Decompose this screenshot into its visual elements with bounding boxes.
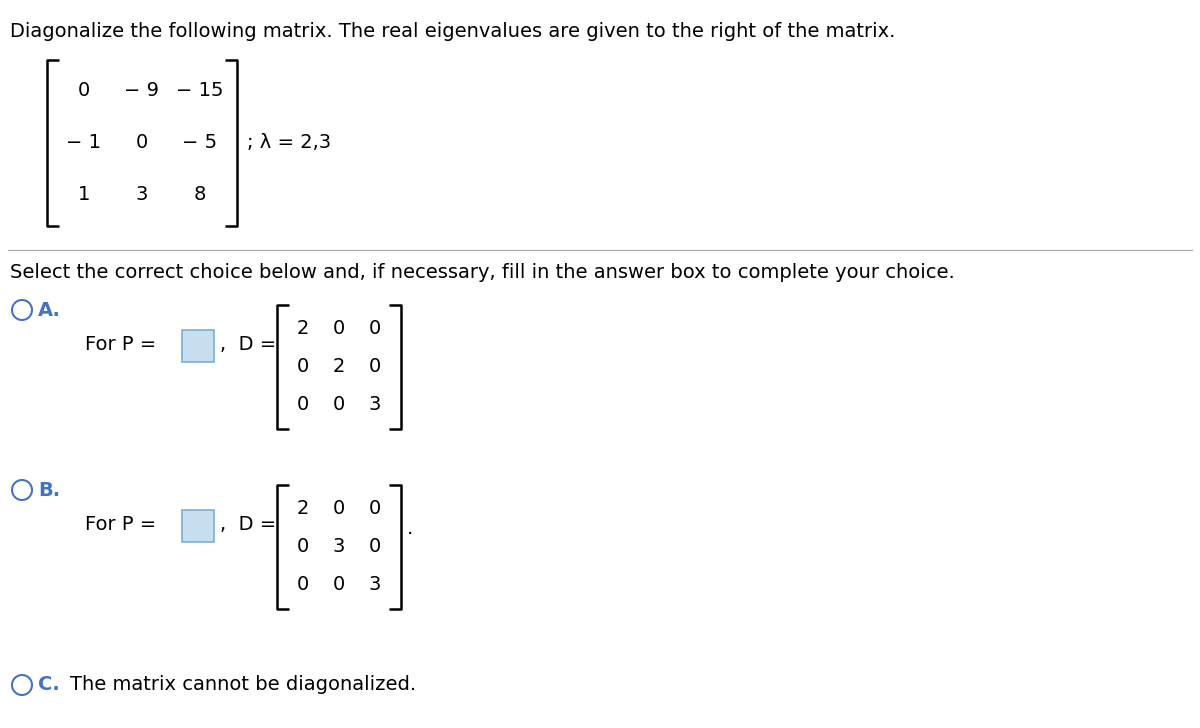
Text: 1: 1 xyxy=(78,186,90,205)
Text: 0: 0 xyxy=(136,133,148,152)
Text: ; λ = 2,3: ; λ = 2,3 xyxy=(247,133,331,152)
Text: 0: 0 xyxy=(296,537,310,556)
Text: 2: 2 xyxy=(332,357,346,376)
Text: 0: 0 xyxy=(368,320,382,339)
Text: 3: 3 xyxy=(368,576,382,595)
Text: 0: 0 xyxy=(332,320,346,339)
Text: 3: 3 xyxy=(332,537,346,556)
Text: 3: 3 xyxy=(368,395,382,414)
Text: 0: 0 xyxy=(332,499,346,518)
Text: − 1: − 1 xyxy=(66,133,102,152)
Text: 0: 0 xyxy=(296,395,310,414)
Text: 2: 2 xyxy=(296,499,310,518)
Text: For P =: For P = xyxy=(85,515,156,534)
Text: 0: 0 xyxy=(368,499,382,518)
Text: B.: B. xyxy=(38,480,60,499)
Text: − 9: − 9 xyxy=(125,82,160,100)
FancyBboxPatch shape xyxy=(182,510,214,542)
Text: 0: 0 xyxy=(368,357,382,376)
Text: 0: 0 xyxy=(78,82,90,100)
Text: A.: A. xyxy=(38,301,61,320)
Text: C.: C. xyxy=(38,676,60,695)
Text: The matrix cannot be diagonalized.: The matrix cannot be diagonalized. xyxy=(70,676,416,695)
Text: .: . xyxy=(407,518,413,537)
Text: − 5: − 5 xyxy=(182,133,217,152)
Text: 3: 3 xyxy=(136,186,148,205)
Text: − 15: − 15 xyxy=(176,82,223,100)
Text: Select the correct choice below and, if necessary, fill in the answer box to com: Select the correct choice below and, if … xyxy=(10,263,955,282)
Text: 8: 8 xyxy=(194,186,206,205)
Text: 0: 0 xyxy=(332,576,346,595)
Text: 0: 0 xyxy=(296,357,310,376)
Text: Diagonalize the following matrix. The real eigenvalues are given to the right of: Diagonalize the following matrix. The re… xyxy=(10,22,895,41)
Text: 0: 0 xyxy=(296,576,310,595)
Text: For P =: For P = xyxy=(85,336,156,355)
Text: 2: 2 xyxy=(296,320,310,339)
FancyBboxPatch shape xyxy=(182,330,214,362)
Text: 0: 0 xyxy=(332,395,346,414)
Text: ,  D =: , D = xyxy=(220,336,276,355)
Text: 0: 0 xyxy=(368,537,382,556)
Text: ,  D =: , D = xyxy=(220,515,276,534)
